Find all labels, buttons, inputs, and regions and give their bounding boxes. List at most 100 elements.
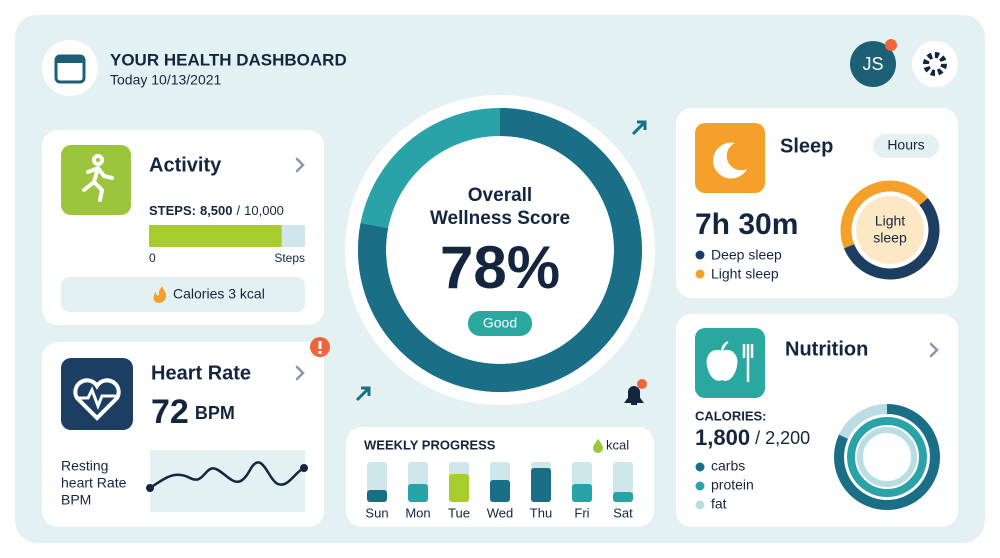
dashboard-title: YOUR HEALTH DASHBOARD: [110, 50, 347, 69]
legend-dot: [695, 500, 705, 510]
sleep-center-text: sleep: [873, 230, 907, 246]
moon-icon: [713, 142, 747, 179]
steps-bar: [149, 225, 282, 247]
steps-text: STEPS: 8,500 /10,000: [149, 203, 284, 218]
legend-dot: [695, 269, 705, 279]
steps-label: STEPS:: [149, 203, 196, 218]
avatar-initials: JS: [862, 54, 883, 74]
heart-rate-graph: [150, 450, 305, 512]
heart-rate-reading: 72 BPM: [151, 393, 235, 431]
steps-goal: 10,000: [244, 203, 284, 218]
legend-dot: [695, 250, 705, 260]
wellness-title: Wellness Score: [430, 208, 570, 229]
nutrition-legend: fat: [711, 496, 727, 512]
week-bar: [408, 484, 428, 502]
drop-icon: [593, 439, 603, 453]
calories-reading: 1,800/2,200: [695, 425, 810, 450]
heart-rate-value: 72: [151, 393, 189, 431]
status-pill: [468, 311, 532, 336]
calories-value: 1,800: [695, 425, 750, 450]
steps-scale-start: 0: [149, 251, 156, 265]
heart-rate-line: [149, 461, 305, 490]
nutrition-title: Nutrition: [785, 338, 868, 360]
nutrition-legend: carbs: [711, 458, 745, 474]
heart-rate-unit: BPM: [195, 403, 235, 423]
calories-label: CALORIES:: [695, 408, 767, 423]
apple-icon: [706, 341, 738, 381]
trend-arrow: [631, 120, 647, 136]
gear-icon: [923, 52, 947, 76]
heart-shape: [73, 378, 121, 421]
sleep-legend: Deep sleep: [711, 247, 782, 263]
calories-separator: /: [755, 428, 760, 448]
week-bar: [367, 490, 387, 502]
week-day: Sat: [613, 505, 633, 520]
sleep-legend: Light sleep: [711, 266, 779, 282]
week-bar: [572, 484, 592, 502]
sleep-icon: [695, 123, 765, 193]
protein-ring: [847, 417, 927, 497]
wellness-score: 78%: [440, 234, 560, 301]
calories-text: Calories 3 kcal: [173, 286, 265, 302]
hours-toggle-label: Hours: [887, 137, 924, 153]
heart-rate-note: BPM: [61, 492, 91, 508]
week-bar: [531, 468, 551, 502]
dashboard-date: Today 10/13/2021: [110, 72, 222, 88]
graph-dot: [146, 484, 154, 492]
legend-dot: [695, 462, 705, 472]
sleep-center: [856, 196, 924, 264]
hours-toggle[interactable]: [873, 134, 939, 158]
weekly-title: WEEKLY PROGRESS: [364, 437, 496, 452]
avatar[interactable]: [850, 41, 896, 87]
settings-button[interactable]: [912, 41, 958, 87]
week-day: Fri: [574, 505, 589, 520]
sleep-duration: 7h 30m: [695, 208, 798, 241]
legend-dot: [695, 481, 705, 491]
chevron[interactable]: [295, 365, 305, 381]
nutrition-legend: protein: [711, 477, 754, 493]
steps-separator: /: [237, 203, 241, 218]
sleep-title: Sleep: [780, 135, 833, 157]
week-day: Sun: [365, 505, 388, 520]
steps-scale-end: Steps: [274, 251, 305, 265]
bell-icon: [624, 386, 644, 405]
wellness-ring: [358, 108, 642, 392]
week-day: Tue: [448, 505, 470, 520]
fat-ring: [857, 427, 917, 487]
sleep-center-text: Light: [875, 213, 905, 229]
week-bar: [490, 480, 510, 502]
calendar-top: [56, 56, 84, 63]
week-day: Wed: [487, 505, 514, 520]
calorie-ring: [834, 404, 940, 510]
alert-mark: [318, 341, 322, 349]
wellness-title: Overall: [468, 185, 532, 206]
wellness-card: [345, 95, 655, 405]
calendar-button[interactable]: [42, 40, 98, 96]
steps-value: 8,500: [200, 203, 233, 218]
chevron[interactable]: [295, 157, 305, 173]
fork-icon: [742, 344, 754, 382]
runner-icon: [82, 154, 114, 202]
chevron[interactable]: [929, 342, 939, 358]
graph-dot: [300, 464, 308, 472]
week-bar: [613, 492, 633, 502]
alert-dot: [318, 351, 322, 354]
heart-rate-note: heart Rate: [61, 475, 127, 491]
week-day: Thu: [530, 505, 552, 520]
heart-rate-note: Resting: [61, 458, 108, 474]
pulse-line: [78, 386, 116, 411]
calories-goal: 2,200: [765, 428, 810, 448]
weekly-unit: kcal: [606, 437, 629, 452]
heart-icon: [61, 358, 133, 430]
week-bar: [449, 474, 469, 502]
activity-title: Activity: [149, 154, 222, 176]
flame-icon: [153, 286, 167, 303]
notification-dot: [885, 39, 897, 51]
bell-dot: [637, 379, 647, 389]
calories-row: [61, 277, 305, 312]
wellness-status: Good: [483, 315, 517, 331]
heart-rate-title: Heart Rate: [151, 362, 251, 384]
week-day: Mon: [405, 505, 430, 520]
trend-arrow: [355, 386, 371, 402]
